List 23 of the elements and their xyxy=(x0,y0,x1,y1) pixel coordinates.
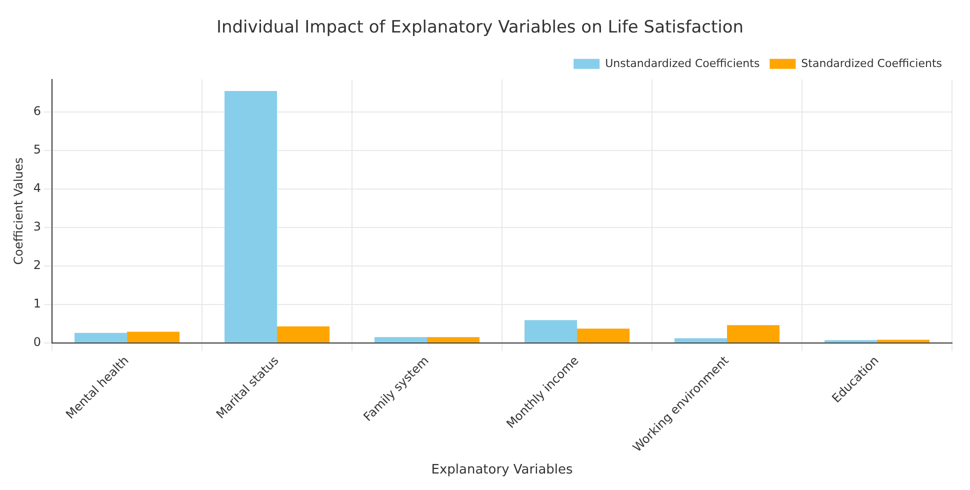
bar xyxy=(127,332,180,342)
bar xyxy=(674,338,728,342)
y-tick-label: 4 xyxy=(33,181,42,196)
y-tick-label: 3 xyxy=(33,220,42,234)
bar xyxy=(74,332,128,342)
bar xyxy=(427,337,480,342)
bar xyxy=(374,337,428,342)
bar xyxy=(277,326,330,342)
chart-title: Individual Impact of Explanatory Variables on Life Satisfaction xyxy=(216,18,744,38)
bar xyxy=(577,328,630,342)
legend-label: Unstandardized Coefficients xyxy=(605,56,760,70)
bar xyxy=(524,320,578,342)
y-tick-label: 2 xyxy=(33,258,42,272)
bar xyxy=(877,340,930,342)
x-axis-title: Explanatory Variables xyxy=(431,462,574,478)
y-tick-label: 6 xyxy=(33,104,42,118)
legend-label: Standardized Coefficients xyxy=(801,56,942,70)
y-axis-title: Coefficient Values xyxy=(11,157,26,265)
y-tick-label: 1 xyxy=(33,296,42,311)
y-tick-label: 0 xyxy=(33,334,42,349)
bar xyxy=(727,325,780,342)
y-tick-label: 5 xyxy=(33,142,42,157)
bar xyxy=(224,90,278,342)
